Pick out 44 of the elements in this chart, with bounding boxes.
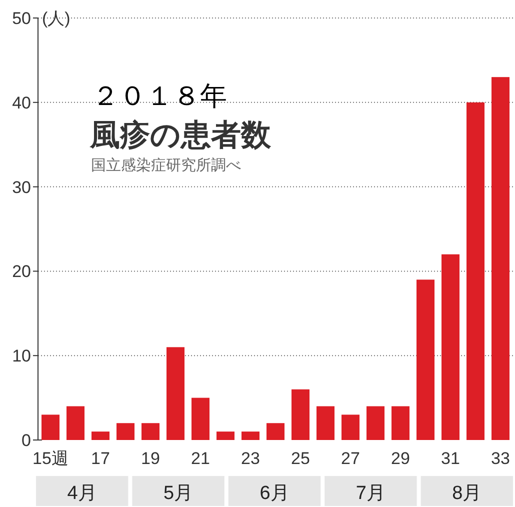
annotation: 国立感染症研究所調べ <box>91 157 241 174</box>
y-tick-label: 40 <box>12 93 31 112</box>
bar <box>266 423 284 440</box>
x-tick-label: 23 <box>241 449 260 468</box>
text: 7月 <box>356 483 386 504</box>
text: 風疹の患者数 <box>89 119 272 152</box>
bar <box>66 406 84 440</box>
x-tick-label: 29 <box>391 449 410 468</box>
x-tick-label: 25 <box>291 449 310 468</box>
bar <box>116 423 134 440</box>
bar <box>416 280 434 440</box>
bar <box>242 432 260 440</box>
y-axis-title: (人) <box>42 9 70 28</box>
x-tick-label: 15週 <box>32 449 68 468</box>
bar <box>316 406 334 440</box>
x-tick-label: 27 <box>341 449 360 468</box>
y-tick-label: 50 <box>12 9 31 28</box>
bar <box>192 398 210 440</box>
bar <box>442 254 460 440</box>
bar <box>492 77 510 440</box>
text: 4月 <box>67 483 97 504</box>
x-tick-label: 19 <box>141 449 160 468</box>
bar <box>342 414 360 440</box>
bar <box>292 389 310 440</box>
y-tick-label: 0 <box>22 431 31 450</box>
text: ２０１８年 <box>92 81 227 111</box>
text: 6月 <box>260 483 290 504</box>
bar <box>366 406 384 440</box>
x-tick-label: 17 <box>91 449 110 468</box>
y-tick-label: 10 <box>12 346 31 366</box>
bar <box>216 432 234 440</box>
bar <box>392 406 410 440</box>
bar <box>92 432 110 440</box>
y-tick-label: 20 <box>12 262 31 282</box>
bar <box>466 102 484 440</box>
bar <box>42 414 60 440</box>
text: 5月 <box>164 483 194 504</box>
text: 8月 <box>452 483 482 504</box>
x-tick-label: 21 <box>191 449 210 468</box>
x-tick-label: 33 <box>491 449 510 468</box>
bar <box>142 423 160 440</box>
x-tick-label: 31 <box>441 449 460 468</box>
bar <box>166 347 184 440</box>
y-tick-label: 30 <box>12 178 31 197</box>
